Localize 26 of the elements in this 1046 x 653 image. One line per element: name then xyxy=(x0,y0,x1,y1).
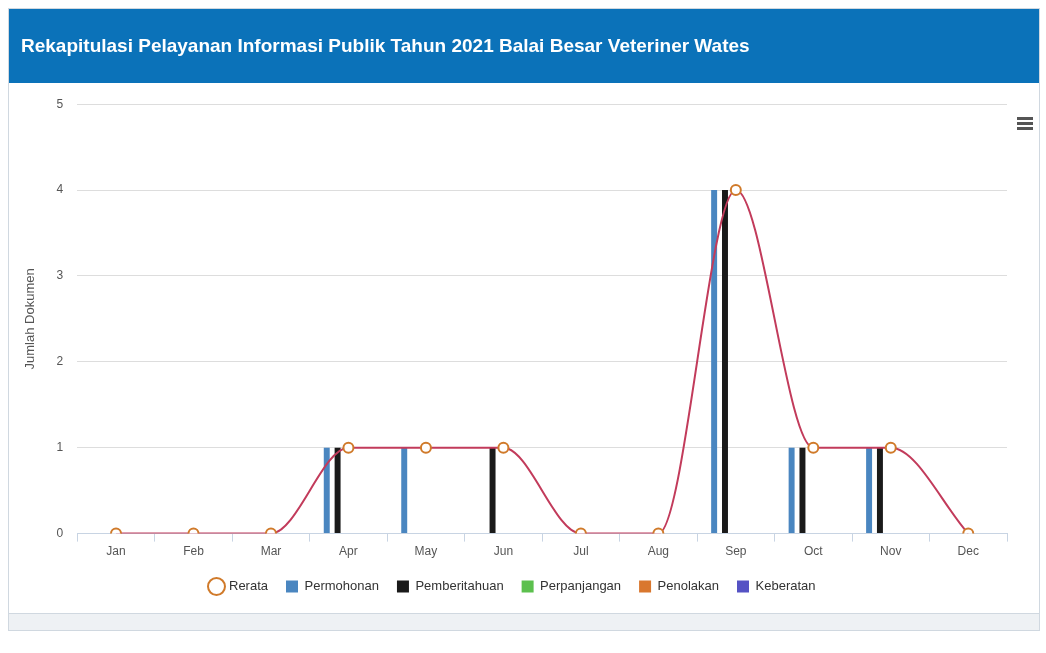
legend-label: Permohonan xyxy=(304,578,379,594)
x-tick-label: Dec xyxy=(957,544,979,559)
x-tick-label: Oct xyxy=(803,544,824,559)
x-tick-label: Jul xyxy=(573,544,589,559)
x-tick-label: Aug xyxy=(647,544,670,559)
y-axis-title: Jumlah Dokumen xyxy=(22,268,38,370)
x-tick-label: Sep xyxy=(725,544,747,559)
chart-title: Rekapitulasi Pelayanan Informasi Publik Tahun 2021 Balai Besar Veteriner Wates xyxy=(9,9,1039,83)
y-tick-label: 4 xyxy=(56,182,64,197)
x-tick-label: Jan xyxy=(106,544,126,559)
x-tick-label: Feb xyxy=(183,544,205,559)
x-tick-label: Jun xyxy=(493,544,514,559)
y-tick-label: 5 xyxy=(56,96,64,111)
x-tick-label: May xyxy=(414,544,438,559)
y-tick-label: 0 xyxy=(56,525,64,540)
legend-label: Perpanjangan xyxy=(540,578,622,594)
y-tick-label: 1 xyxy=(56,440,64,455)
y-tick-label: 2 xyxy=(56,354,64,369)
legend-label: Pemberitahuan xyxy=(415,578,504,594)
y-tick-label: 3 xyxy=(56,268,64,283)
legend-label: Penolakan xyxy=(657,578,720,594)
legend-label: Rerata xyxy=(228,578,269,594)
x-tick-label: Apr xyxy=(339,544,358,559)
legend-label: Keberatan xyxy=(755,578,816,594)
x-tick-label: Nov xyxy=(880,544,902,559)
x-tick-label: Mar xyxy=(260,544,282,559)
